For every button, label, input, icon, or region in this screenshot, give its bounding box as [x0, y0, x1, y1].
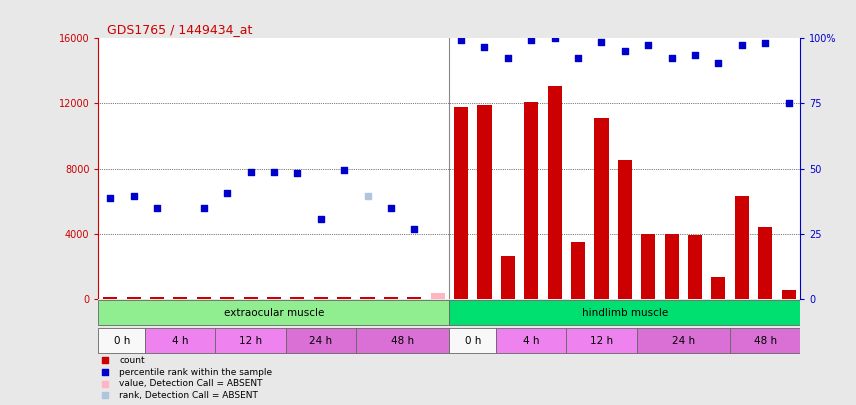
- Text: rank, Detection Call = ABSENT: rank, Detection Call = ABSENT: [120, 391, 259, 400]
- Bar: [173, 297, 187, 298]
- Point: [244, 168, 258, 175]
- Bar: [758, 227, 772, 298]
- Point: [98, 369, 112, 375]
- Point: [478, 43, 491, 50]
- Bar: [243, 297, 258, 298]
- Bar: [146, 328, 216, 354]
- Text: 24 h: 24 h: [309, 336, 332, 346]
- Text: 4 h: 4 h: [172, 336, 188, 346]
- Point: [127, 193, 140, 199]
- Point: [104, 194, 117, 201]
- Bar: [664, 234, 679, 298]
- Point: [758, 40, 772, 47]
- Bar: [360, 297, 375, 298]
- Point: [618, 48, 632, 55]
- Point: [98, 357, 112, 364]
- Point: [197, 204, 211, 211]
- Point: [501, 55, 514, 61]
- Bar: [356, 328, 449, 354]
- Bar: [711, 277, 726, 298]
- Bar: [688, 235, 702, 298]
- Bar: [730, 328, 800, 354]
- Point: [267, 168, 281, 175]
- Text: hindlimb muscle: hindlimb muscle: [582, 308, 668, 318]
- Bar: [407, 297, 421, 298]
- Point: [220, 190, 234, 196]
- Point: [711, 60, 725, 66]
- Bar: [313, 297, 328, 298]
- Bar: [220, 297, 235, 298]
- Bar: [594, 118, 609, 298]
- Text: 4 h: 4 h: [523, 336, 539, 346]
- Bar: [267, 297, 281, 298]
- Bar: [103, 297, 117, 298]
- Bar: [216, 328, 286, 354]
- Bar: [734, 196, 749, 298]
- Bar: [454, 107, 468, 298]
- Bar: [567, 328, 637, 354]
- Text: percentile rank within the sample: percentile rank within the sample: [120, 367, 272, 377]
- Point: [337, 167, 351, 173]
- Point: [360, 193, 374, 199]
- Bar: [524, 102, 538, 298]
- Text: count: count: [120, 356, 146, 365]
- Text: extraocular muscle: extraocular muscle: [223, 308, 324, 318]
- Point: [548, 35, 562, 42]
- Text: 48 h: 48 h: [753, 336, 777, 346]
- Point: [735, 42, 749, 48]
- Text: 24 h: 24 h: [672, 336, 695, 346]
- Point: [455, 37, 468, 43]
- Point: [290, 170, 304, 177]
- Bar: [478, 105, 491, 298]
- Bar: [98, 300, 449, 325]
- Text: 0 h: 0 h: [465, 336, 481, 346]
- Bar: [127, 296, 140, 298]
- Bar: [150, 297, 164, 298]
- Point: [407, 226, 421, 232]
- Text: 0 h: 0 h: [114, 336, 130, 346]
- Point: [150, 204, 163, 211]
- Bar: [501, 256, 515, 298]
- Bar: [98, 328, 146, 354]
- Bar: [449, 300, 800, 325]
- Point: [525, 37, 538, 43]
- Bar: [548, 85, 562, 298]
- Text: 12 h: 12 h: [239, 336, 262, 346]
- Point: [98, 392, 112, 399]
- Bar: [431, 293, 445, 298]
- Point: [688, 51, 702, 58]
- Point: [665, 55, 679, 61]
- Point: [571, 55, 585, 61]
- Bar: [496, 328, 567, 354]
- Bar: [383, 297, 398, 298]
- Point: [98, 380, 112, 387]
- Bar: [618, 160, 632, 298]
- Bar: [290, 297, 305, 298]
- Text: 12 h: 12 h: [590, 336, 613, 346]
- Point: [782, 100, 795, 107]
- Bar: [641, 234, 656, 298]
- Bar: [571, 242, 586, 298]
- Text: GDS1765 / 1449434_at: GDS1765 / 1449434_at: [107, 23, 253, 36]
- Point: [314, 215, 328, 222]
- Bar: [782, 290, 796, 298]
- Point: [384, 204, 398, 211]
- Point: [641, 42, 655, 48]
- Bar: [197, 297, 211, 298]
- Text: value, Detection Call = ABSENT: value, Detection Call = ABSENT: [120, 379, 263, 388]
- Bar: [637, 328, 730, 354]
- Text: 48 h: 48 h: [391, 336, 414, 346]
- Bar: [449, 328, 496, 354]
- Point: [595, 38, 609, 45]
- Bar: [286, 328, 356, 354]
- Bar: [337, 297, 351, 298]
